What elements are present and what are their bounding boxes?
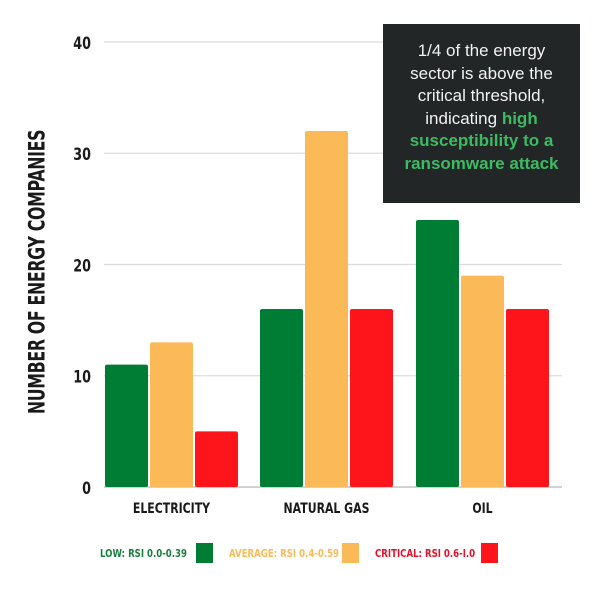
y-tick-label: 30 — [73, 144, 91, 164]
x-tick-label: ELECTRICITY — [133, 500, 211, 517]
bar — [150, 342, 193, 487]
legend-label: AVERAGE: RSI 0.4-0.59 — [228, 546, 339, 560]
y-tick-label: 10 — [73, 367, 91, 387]
bar — [350, 309, 393, 487]
bar — [416, 220, 459, 487]
x-tick-label: NATURAL GAS — [284, 500, 370, 517]
y-tick-label: 40 — [73, 33, 91, 53]
legend-swatch — [341, 543, 359, 563]
legend-item-critical: CRITICAL: RSI 0.6-I.0 — [375, 543, 498, 563]
legend: LOW: RSI 0.0-0.39 AVERAGE: RSI 0.4-0.59 … — [100, 543, 514, 563]
bar — [105, 364, 148, 487]
bar — [305, 131, 348, 487]
x-tick-label: OIL — [472, 500, 492, 517]
y-axis-label: NUMBER OF ENERGY COMPANIES — [26, 75, 51, 470]
bar — [506, 309, 549, 487]
bar — [260, 309, 303, 487]
callout-line: sector is above the — [410, 63, 553, 83]
callout-highlight: high — [501, 108, 538, 128]
legend-label: CRITICAL: RSI 0.6-I.0 — [374, 546, 475, 560]
y-axis-label-text: NUMBER OF ENERGY COMPANIES — [25, 129, 51, 415]
bar — [461, 275, 504, 487]
y-tick-label: 20 — [73, 256, 91, 276]
callout-line: critical threshold, — [417, 86, 546, 105]
y-tick-label: 0 — [82, 478, 91, 498]
callout-highlight: ransomware attack — [404, 153, 559, 173]
bar — [195, 431, 238, 487]
callout-text: indicating — [425, 108, 502, 128]
callout-line: 1/4 of the energy — [417, 41, 546, 60]
legend-item-average: AVERAGE: RSI 0.4-0.59 — [229, 543, 359, 563]
callout-highlight: susceptibility to a — [409, 131, 554, 150]
legend-swatch — [195, 543, 213, 563]
callout-line: indicating high — [383, 108, 580, 131]
legend-item-low: LOW: RSI 0.0-0.39 — [100, 543, 213, 563]
callout-box: 1/4 of the energy sector is above the cr… — [383, 24, 580, 203]
legend-swatch — [480, 543, 498, 563]
legend-label: LOW: RSI 0.0-0.39 — [100, 546, 187, 560]
